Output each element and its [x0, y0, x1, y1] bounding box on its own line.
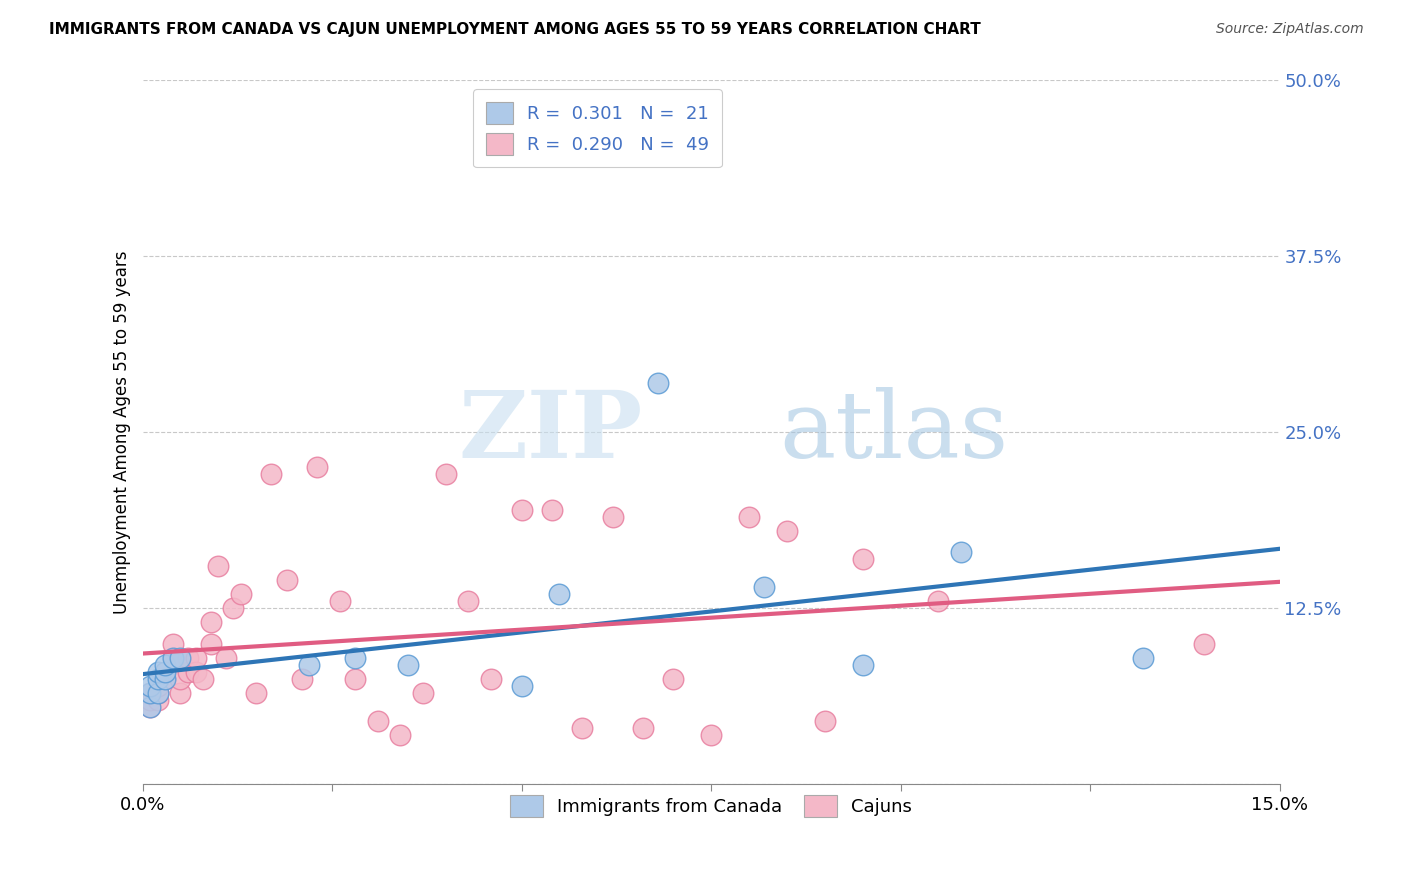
Point	[146, 686, 169, 700]
Point	[738, 509, 761, 524]
Point	[184, 665, 207, 679]
Point	[510, 502, 533, 516]
Point	[155, 657, 177, 672]
Point	[155, 672, 177, 686]
Point	[245, 686, 267, 700]
Text: atlas: atlas	[779, 387, 1008, 477]
Point	[412, 686, 434, 700]
Point	[329, 594, 352, 608]
Legend: Immigrants from Canada, Cajuns: Immigrants from Canada, Cajuns	[503, 789, 920, 825]
Text: ZIP: ZIP	[458, 387, 643, 477]
Point	[457, 594, 479, 608]
Point	[146, 679, 169, 693]
Point	[662, 672, 685, 686]
Point	[814, 714, 837, 728]
Point	[950, 545, 973, 559]
Point	[548, 587, 571, 601]
Point	[343, 650, 366, 665]
Point	[602, 509, 624, 524]
Point	[215, 650, 238, 665]
Point	[396, 657, 419, 672]
Point	[162, 650, 184, 665]
Point	[479, 672, 502, 686]
Point	[177, 650, 200, 665]
Point	[389, 728, 412, 742]
Point	[146, 665, 169, 679]
Text: IMMIGRANTS FROM CANADA VS CAJUN UNEMPLOYMENT AMONG AGES 55 TO 59 YEARS CORRELATI: IMMIGRANTS FROM CANADA VS CAJUN UNEMPLOY…	[49, 22, 981, 37]
Point	[510, 679, 533, 693]
Point	[139, 686, 162, 700]
Point	[229, 587, 252, 601]
Y-axis label: Unemployment Among Ages 55 to 59 years: Unemployment Among Ages 55 to 59 years	[114, 251, 131, 614]
Point	[139, 686, 162, 700]
Point	[305, 460, 328, 475]
Point	[1132, 650, 1154, 665]
Point	[146, 693, 169, 707]
Point	[343, 672, 366, 686]
Point	[155, 672, 177, 686]
Point	[155, 665, 177, 679]
Point	[146, 686, 169, 700]
Point	[184, 650, 207, 665]
Point	[700, 728, 723, 742]
Point	[291, 672, 314, 686]
Point	[139, 679, 162, 693]
Point	[139, 700, 162, 714]
Point	[200, 615, 222, 630]
Point	[631, 721, 654, 735]
Point	[200, 636, 222, 650]
Point	[571, 721, 593, 735]
Point	[776, 524, 799, 538]
Point	[155, 665, 177, 679]
Point	[146, 672, 169, 686]
Point	[541, 502, 564, 516]
Point	[752, 580, 775, 594]
Point	[1192, 636, 1215, 650]
Point	[852, 657, 875, 672]
Text: Source: ZipAtlas.com: Source: ZipAtlas.com	[1216, 22, 1364, 37]
Point	[139, 693, 162, 707]
Point	[162, 636, 184, 650]
Point	[222, 601, 245, 615]
Point	[298, 657, 321, 672]
Point	[852, 552, 875, 566]
Point	[169, 672, 191, 686]
Point	[647, 376, 669, 390]
Point	[169, 686, 191, 700]
Point	[169, 650, 191, 665]
Point	[139, 700, 162, 714]
Point	[193, 672, 215, 686]
Point	[927, 594, 949, 608]
Point	[207, 559, 229, 574]
Point	[177, 665, 200, 679]
Point	[434, 467, 457, 482]
Point	[260, 467, 283, 482]
Point	[276, 573, 298, 587]
Point	[367, 714, 389, 728]
Point	[162, 650, 184, 665]
